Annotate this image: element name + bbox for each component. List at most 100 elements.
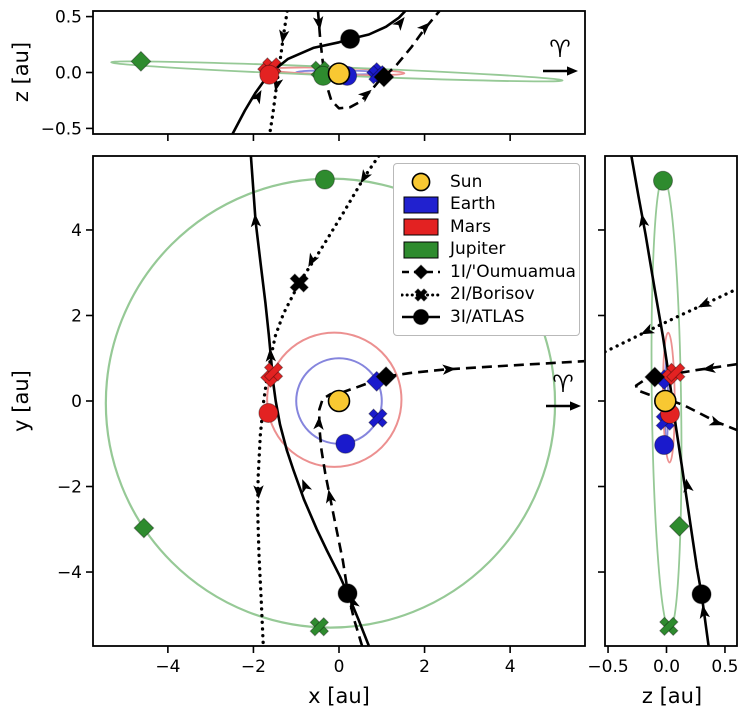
panel-main-group	[104, 156, 585, 646]
main-ytick-label: 4	[71, 221, 82, 241]
right-xtick-label: 0.5	[711, 657, 738, 677]
main-ytick-label: 2	[71, 306, 82, 326]
direction-arrow	[308, 252, 320, 267]
legend-item-oumuamua: 1I/'Oumuamua	[401, 261, 576, 283]
trajectory-2I/Borisov-xy	[256, 156, 381, 646]
main-ytick-label: −4	[57, 563, 82, 583]
main-ticks: −4 −2 0 2 4 −4 −2 0 2 4	[57, 221, 516, 677]
direction-arrow	[325, 489, 337, 504]
direction-arrow	[360, 169, 372, 184]
panel-top-group	[110, 11, 564, 134]
atlas-pos-xy	[337, 583, 358, 604]
svg-text:♈: ♈	[549, 35, 571, 63]
jupiter-at-1I-xz	[130, 50, 152, 72]
jupiter-at-3I-zy	[652, 170, 673, 191]
oumuamua-pos-xz	[373, 66, 395, 88]
mars-at-3I-xy	[258, 402, 279, 423]
legend-label: Earth	[450, 194, 496, 214]
direction-arrow	[250, 213, 262, 228]
mars-at-3I-xz	[259, 64, 280, 85]
jupiter-at-1I-xy	[133, 517, 155, 539]
mars-patch-swatch	[401, 216, 441, 238]
sun-marker	[411, 172, 431, 192]
top-ytick-label: 0.5	[55, 8, 82, 28]
direction-arrow	[416, 22, 431, 36]
direction-arrow	[302, 479, 313, 494]
diamond-marker	[413, 264, 429, 280]
legend-label: Mars	[450, 216, 491, 237]
dashed-diamond-swatch	[401, 261, 441, 283]
direction-arrow	[392, 16, 405, 31]
trajectory-1I/Oumuamua-xz	[316, 11, 441, 110]
right-panel-xlabel: z [au]	[641, 684, 703, 708]
legend-label: 2I/Borisov	[450, 284, 535, 304]
mars-at-2I-xy	[263, 362, 284, 382]
earth-at-3I-xy	[335, 433, 356, 454]
right-ticks: −0.5 0.0 0.5	[587, 229, 738, 677]
jupiter-at-2I-xy	[309, 617, 330, 637]
main-ytick-label: −2	[57, 478, 82, 498]
legend-item-mars: Mars	[401, 216, 573, 238]
sun-xz	[327, 62, 351, 85]
main-ytick-label: 0	[71, 392, 82, 412]
jupiter-at-1I-zy	[668, 515, 690, 537]
direction-arrow	[699, 604, 710, 619]
legend-label: 3I/ATLAS	[450, 306, 525, 327]
top-ticks: 0.5 0.0 −0.5	[41, 8, 511, 141]
solid-circle-swatch	[401, 306, 441, 328]
trajectory-2I/Borisov-xz	[268, 11, 289, 134]
dotted-x-swatch	[401, 284, 441, 306]
legend-item-jupiter: Jupiter	[401, 239, 573, 261]
direction-arrow	[697, 296, 713, 308]
right-xtick-label: −0.5	[587, 657, 628, 677]
sun-marker-swatch	[401, 171, 441, 193]
top-panel-ylabel: z [au]	[9, 41, 33, 103]
svg-text:♈: ♈	[552, 370, 574, 398]
direction-arrow	[253, 485, 264, 499]
main-xtick-label: −4	[155, 657, 180, 677]
legend-label: 1I/'Oumuamua	[450, 261, 576, 282]
atlas-pos-zy	[691, 584, 712, 605]
sun-zy	[654, 389, 677, 413]
atlas-pos-xz	[340, 28, 361, 49]
legend-label: Jupiter	[450, 239, 506, 259]
main-panel-ylabel: y [au]	[9, 370, 33, 432]
direction-arrow	[708, 415, 724, 426]
earth-patch-swatch	[401, 194, 441, 216]
direction-arrow	[313, 416, 324, 430]
jupiter-at-2I-zy	[659, 616, 679, 637]
direction-arrow	[250, 90, 262, 105]
trajectory-1I/Oumuamua-xy	[318, 359, 585, 646]
top-ytick-label: −0.5	[41, 119, 82, 139]
vernal-equinox-top: ♈	[543, 35, 578, 76]
right-xtick-label: 0.0	[653, 657, 680, 677]
x-marker	[414, 287, 428, 302]
legend: Sun Earth Mars Jupiter 1I/'Oumuamua 2I/B…	[393, 163, 580, 336]
legend-item-borisov: 2I/Borisov	[401, 284, 573, 306]
main-xtick-label: 2	[419, 657, 430, 677]
trajectory-3I/ATLAS-xz	[231, 11, 407, 134]
legend-item-atlas: 3I/ATLAS	[401, 306, 573, 328]
main-xtick-label: −2	[241, 657, 266, 677]
borisov-pos-xy	[289, 273, 309, 293]
main-xtick-label: 0	[334, 657, 345, 677]
sun-xy	[327, 389, 351, 413]
legend-item-sun: Sun	[401, 171, 573, 193]
circle-marker	[412, 308, 430, 326]
direction-arrow	[279, 29, 290, 44]
oumuamua-pos-zy	[644, 366, 666, 388]
direction-arrow	[638, 213, 650, 228]
direction-arrow	[683, 478, 694, 493]
oumuamua-pos-xy	[375, 366, 397, 388]
vernal-equinox-main: ♈	[546, 370, 581, 411]
jupiter-patch-swatch	[401, 239, 441, 261]
direction-arrow	[442, 364, 457, 375]
direction-arrow	[357, 89, 372, 103]
direction-arrow	[312, 16, 324, 31]
legend-label: Sun	[450, 171, 483, 192]
top-ytick-label: 0.0	[55, 64, 82, 84]
panel-right-group	[605, 156, 737, 646]
mars-orbit-xy	[266, 331, 403, 468]
